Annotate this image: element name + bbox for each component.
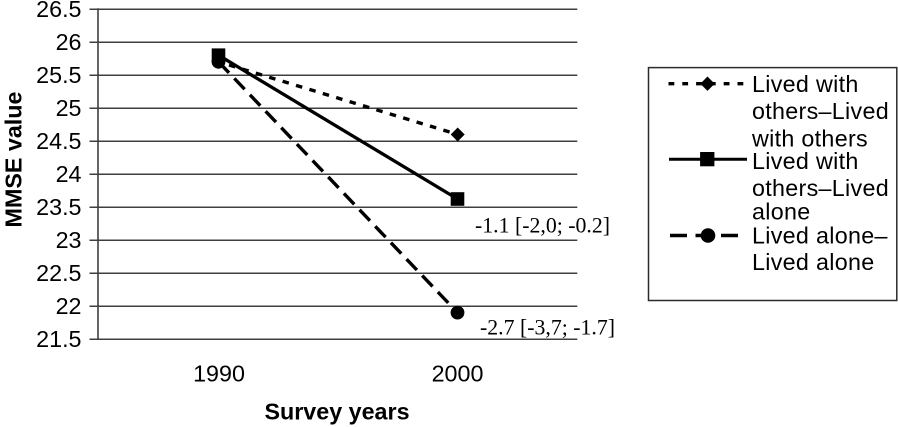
- svg-text:-1.1 [-2,0; -0.2]: -1.1 [-2,0; -0.2]: [475, 214, 610, 238]
- svg-text:-2.7 [-3,7; -1.7]: -2.7 [-3,7; -1.7]: [480, 316, 615, 340]
- svg-text:23.5: 23.5: [36, 194, 81, 220]
- svg-text:others–Lived: others–Lived: [752, 98, 889, 124]
- svg-text:24: 24: [56, 161, 82, 187]
- svg-text:26.5: 26.5: [36, 0, 81, 22]
- svg-text:24.5: 24.5: [36, 128, 81, 154]
- svg-text:Lived with: Lived with: [752, 148, 859, 174]
- svg-text:Lived with: Lived with: [752, 71, 859, 97]
- svg-text:others–Lived: others–Lived: [752, 175, 889, 201]
- svg-text:26: 26: [56, 29, 82, 55]
- svg-text:1990: 1990: [193, 361, 245, 387]
- svg-text:21.5: 21.5: [36, 326, 81, 352]
- svg-text:25.5: 25.5: [36, 62, 81, 88]
- svg-text:25: 25: [56, 95, 82, 121]
- svg-text:22: 22: [56, 293, 82, 319]
- svg-text:alone: alone: [752, 199, 811, 225]
- svg-text:Lived alone: Lived alone: [752, 249, 874, 275]
- svg-text:23: 23: [56, 227, 82, 253]
- svg-text:MMSE value: MMSE value: [1, 91, 27, 227]
- svg-text:Lived alone–: Lived alone–: [752, 223, 888, 249]
- svg-text:22.5: 22.5: [36, 260, 81, 286]
- svg-text:with others: with others: [751, 126, 868, 152]
- svg-text:2000: 2000: [432, 361, 484, 387]
- svg-text:Survey years: Survey years: [264, 399, 409, 425]
